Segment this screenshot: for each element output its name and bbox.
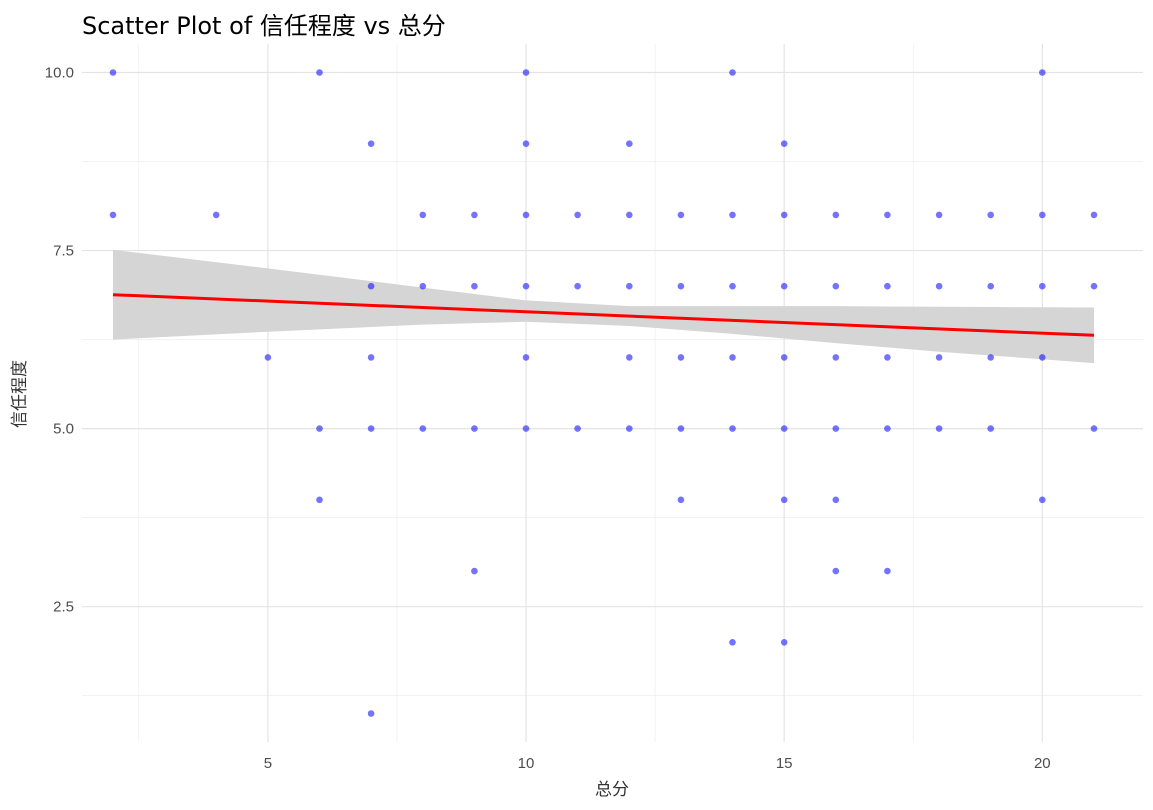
data-point — [832, 567, 840, 575]
data-point — [987, 282, 994, 290]
data-point — [367, 710, 375, 717]
data-point — [109, 211, 117, 219]
data-point — [729, 69, 736, 76]
data-point — [367, 354, 375, 361]
data-point — [729, 211, 736, 219]
data-point — [471, 211, 478, 219]
data-point — [471, 282, 478, 290]
data-point — [987, 211, 994, 219]
y-tick-label: 5.0 — [53, 421, 74, 438]
data-point — [677, 282, 685, 290]
data-point — [935, 354, 943, 361]
data-point — [935, 425, 943, 432]
data-point — [471, 567, 478, 575]
data-point — [729, 354, 736, 361]
data-point — [884, 211, 891, 219]
data-point — [212, 211, 220, 219]
data-point — [522, 69, 530, 76]
data-point — [780, 639, 788, 646]
data-point — [780, 354, 788, 361]
data-point — [884, 282, 891, 290]
data-point — [626, 140, 633, 147]
data-point — [574, 282, 581, 290]
x-tick-label: 15 — [776, 755, 793, 772]
data-point — [884, 567, 891, 575]
data-point — [987, 425, 994, 432]
fit-line-layer — [112, 293, 1095, 337]
data-point — [316, 69, 323, 76]
confidence-band — [113, 249, 1094, 364]
data-point — [729, 425, 736, 432]
confidence-band-layer — [113, 249, 1094, 364]
data-point — [832, 496, 840, 504]
data-point — [1039, 282, 1046, 290]
x-tick-label: 20 — [1034, 755, 1051, 772]
data-point — [367, 282, 375, 290]
data-point — [419, 211, 427, 219]
x-tick-label: 10 — [518, 755, 535, 772]
x-axis-title: 总分 — [595, 780, 629, 800]
data-point — [574, 425, 581, 432]
data-point — [1039, 69, 1046, 76]
data-point — [832, 282, 840, 290]
data-point — [677, 211, 685, 219]
chart-title: Scatter Plot of 信任程度 vs 总分 — [82, 12, 446, 40]
data-point — [1090, 425, 1098, 432]
data-point — [522, 425, 530, 432]
data-point — [522, 211, 530, 219]
data-point — [832, 425, 840, 432]
data-point — [780, 140, 788, 147]
data-point — [316, 496, 323, 504]
data-point — [780, 282, 788, 290]
data-point — [1090, 282, 1098, 290]
data-point — [729, 639, 736, 646]
data-point — [729, 282, 736, 290]
data-point — [1090, 211, 1098, 219]
data-point — [419, 282, 427, 290]
data-point — [780, 496, 788, 504]
data-point — [832, 354, 840, 361]
y-tick-label: 10.0 — [45, 64, 74, 81]
data-point — [677, 425, 685, 432]
data-point — [626, 425, 633, 432]
data-point — [626, 354, 633, 361]
fit-line — [112, 293, 1095, 337]
y-tick-label: 7.5 — [53, 243, 74, 260]
data-point — [935, 211, 943, 219]
tick-labels: 5 10 15 20 2.5 5.0 7.5 10.0 — [45, 64, 1051, 772]
data-point — [264, 354, 272, 361]
y-axis-title: 信任程度 — [10, 360, 30, 428]
data-point — [935, 282, 943, 290]
data-point — [1039, 211, 1046, 219]
data-point — [367, 425, 375, 432]
data-point — [677, 496, 685, 504]
data-point — [626, 282, 633, 290]
data-point — [1039, 496, 1046, 504]
x-tick-label: 5 — [264, 755, 272, 772]
data-point — [884, 425, 891, 432]
data-point — [677, 354, 685, 361]
data-point — [471, 425, 478, 432]
data-point — [109, 69, 117, 76]
data-point — [987, 354, 994, 361]
data-point — [780, 211, 788, 219]
data-point — [522, 140, 530, 147]
data-point — [884, 354, 891, 361]
data-point — [626, 211, 633, 219]
y-tick-label: 2.5 — [53, 599, 74, 616]
data-point — [316, 425, 323, 432]
data-point — [574, 211, 581, 219]
data-point — [780, 425, 788, 432]
data-point — [522, 354, 530, 361]
grid-lines — [82, 44, 1143, 742]
data-point — [419, 425, 427, 432]
data-point — [367, 140, 375, 147]
data-points — [109, 69, 1098, 717]
data-point — [522, 282, 530, 290]
data-point — [1039, 354, 1046, 361]
data-point — [832, 211, 840, 219]
